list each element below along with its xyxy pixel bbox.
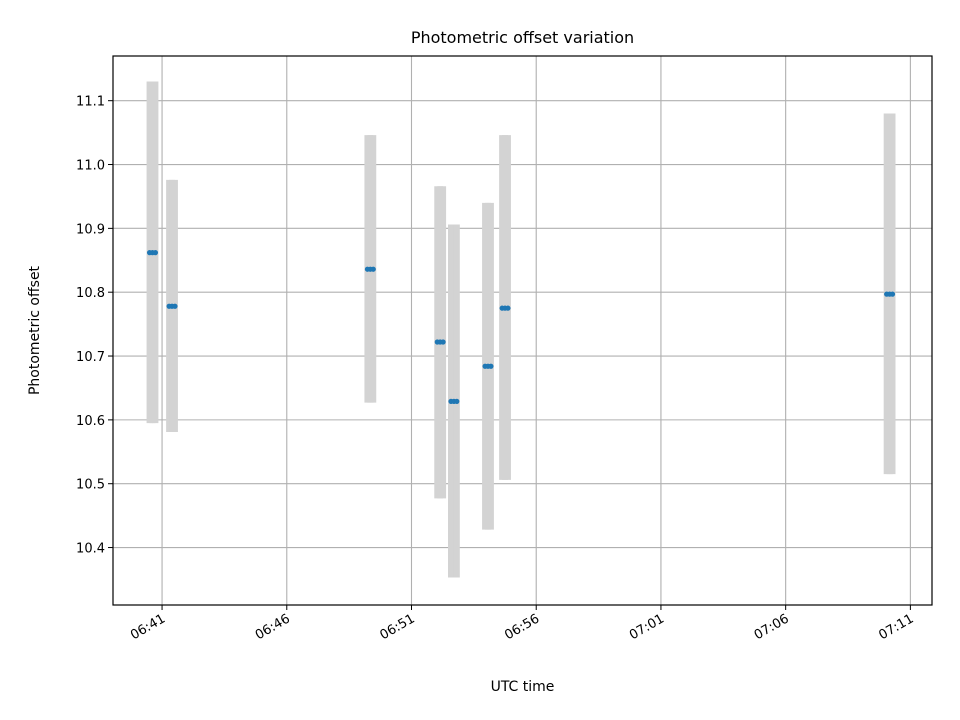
- y-tick-label: 11.0: [76, 159, 105, 174]
- data-point: [488, 363, 494, 369]
- data-point: [454, 398, 460, 404]
- data-point: [152, 250, 159, 256]
- data-point: [370, 266, 376, 272]
- data-point: [172, 303, 178, 309]
- y-tick-label: 10.8: [76, 286, 105, 301]
- y-axis-label: Photometric offset: [27, 265, 43, 395]
- data-point: [440, 339, 446, 345]
- plot-frame: [112, 55, 933, 606]
- y-tick-label: 10.9: [76, 222, 105, 237]
- y-tick-label: 10.6: [76, 414, 105, 429]
- y-tick-label: 10.5: [76, 478, 105, 493]
- y-tick-label: 10.7: [76, 350, 105, 365]
- data-points: [146, 250, 896, 404]
- data-point: [505, 305, 511, 311]
- ticks: 10.410.510.610.710.810.911.011.106:41 06:…: [76, 95, 916, 644]
- x-axis-label: UTC time: [491, 679, 555, 695]
- y-tick-label: 10.4: [76, 542, 105, 557]
- y-tick-label: 11.1: [76, 95, 105, 110]
- grid: [113, 56, 932, 605]
- data-point: [889, 291, 896, 297]
- chart-title: Photometric offset variation: [411, 28, 634, 47]
